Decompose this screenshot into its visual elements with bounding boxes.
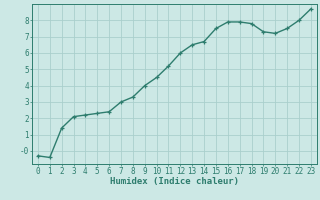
X-axis label: Humidex (Indice chaleur): Humidex (Indice chaleur) <box>110 177 239 186</box>
